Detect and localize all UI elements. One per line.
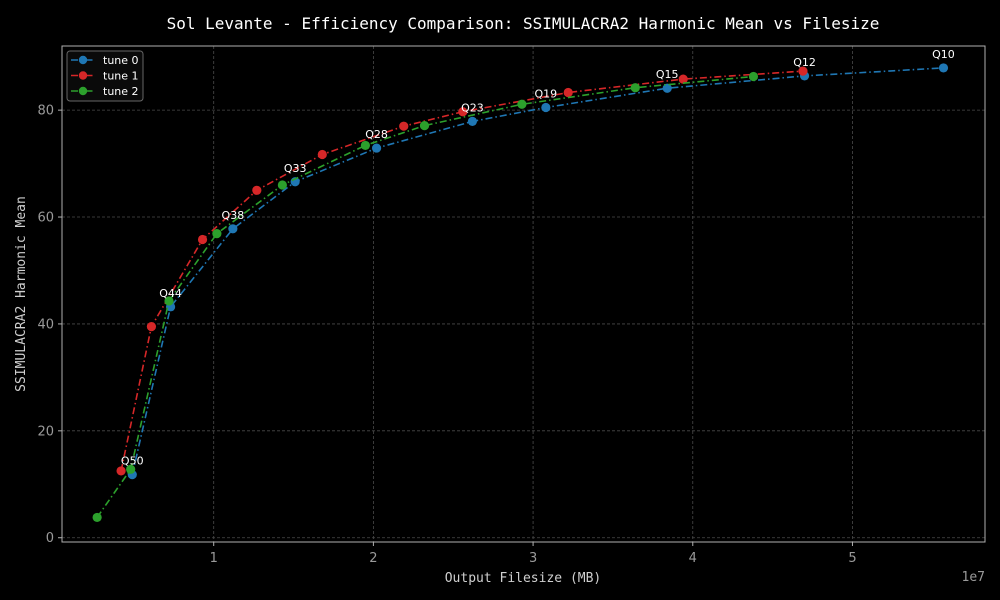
x-axis: 1 2 3 4 5 <box>210 542 857 566</box>
legend-marker-tune-2 <box>78 86 88 96</box>
data-point-tune-1 <box>116 466 126 476</box>
annotation-label: Q44 <box>159 287 182 300</box>
y-tick-label: 80 <box>37 104 54 119</box>
annotation-label: Q12 <box>793 56 816 69</box>
data-point-tune-1 <box>798 66 808 76</box>
data-point-tune-1 <box>317 149 327 160</box>
y-tick-label: 0 <box>46 531 54 546</box>
data-point-tune-1 <box>563 87 573 98</box>
annotation-label: Q15 <box>656 68 679 81</box>
chart-title: Sol Levante - Efficiency Comparison: SSI… <box>167 14 880 33</box>
legend-label-tune-0: tune 0 <box>103 54 139 67</box>
series-group <box>92 63 949 523</box>
data-point-tune-1 <box>252 185 262 195</box>
series-line-tune-0 <box>131 67 944 475</box>
data-point-tune-1 <box>678 74 688 84</box>
annotation-label: Q33 <box>284 162 307 175</box>
y-tick-label: 60 <box>37 211 54 226</box>
data-point-tune-1 <box>458 107 468 117</box>
y-tick-label: 20 <box>37 424 54 439</box>
data-point-tune-2 <box>748 71 759 82</box>
annotation-label: Q38 <box>222 209 245 222</box>
legend: tune 0 tune 1 tune 2 <box>66 50 144 102</box>
annotation-label: Q10 <box>932 48 955 61</box>
y-axis-label: SSIMULACRA2 Harmonic Mean <box>14 196 29 392</box>
x-tick-label: 1 <box>210 551 218 566</box>
annotation-label: Q23 <box>461 101 484 114</box>
data-point-tune-0 <box>371 143 382 153</box>
annotation-label: Q28 <box>365 128 388 141</box>
data-point-tune-0 <box>662 83 672 93</box>
y-tick-label: 40 <box>37 317 54 332</box>
data-point-tune-0 <box>228 224 238 234</box>
x-tick-label: 5 <box>848 551 856 566</box>
data-point-tune-2 <box>517 99 527 109</box>
annotation-label: Q50 <box>121 455 144 468</box>
data-point-tune-0 <box>467 116 477 126</box>
series-line-tune-2 <box>96 75 754 518</box>
x-tick-label: 3 <box>529 551 537 566</box>
annotation-label: Q19 <box>535 87 558 100</box>
legend-marker-tune-1 <box>78 71 88 80</box>
data-point-tune-1 <box>146 322 157 332</box>
data-point-tune-1 <box>197 234 208 245</box>
legend-label-tune-1: tune 1 <box>103 70 139 83</box>
plot-frame <box>61 45 986 543</box>
data-point-tune-0 <box>938 63 949 73</box>
annotations-group: Q50 Q44 Q38 Q33 Q28 Q23 Q19 Q15 Q12 Q10 <box>121 48 955 468</box>
data-point-tune-2 <box>360 140 371 151</box>
legend-marker-tune-0 <box>78 55 88 65</box>
data-point-tune-2 <box>419 121 430 131</box>
grid <box>62 46 985 542</box>
x-tick-label: 4 <box>689 551 697 566</box>
data-point-tune-2 <box>277 180 287 190</box>
data-point-tune-1 <box>399 121 409 131</box>
data-point-tune-2 <box>126 464 136 474</box>
data-point-tune-2 <box>212 229 222 239</box>
x-offset-label: 1e7 <box>962 570 985 585</box>
x-axis-label: Output Filesize (MB) <box>445 571 602 586</box>
series-line-tune-1 <box>120 70 804 472</box>
y-axis: 0 20 40 60 80 <box>37 104 62 546</box>
data-point-tune-0 <box>541 102 551 113</box>
x-tick-label: 2 <box>369 551 377 566</box>
data-point-tune-2 <box>92 512 102 523</box>
legend-label-tune-2: tune 2 <box>103 85 139 98</box>
data-point-tune-2 <box>630 83 640 93</box>
data-point-tune-2 <box>164 296 174 306</box>
